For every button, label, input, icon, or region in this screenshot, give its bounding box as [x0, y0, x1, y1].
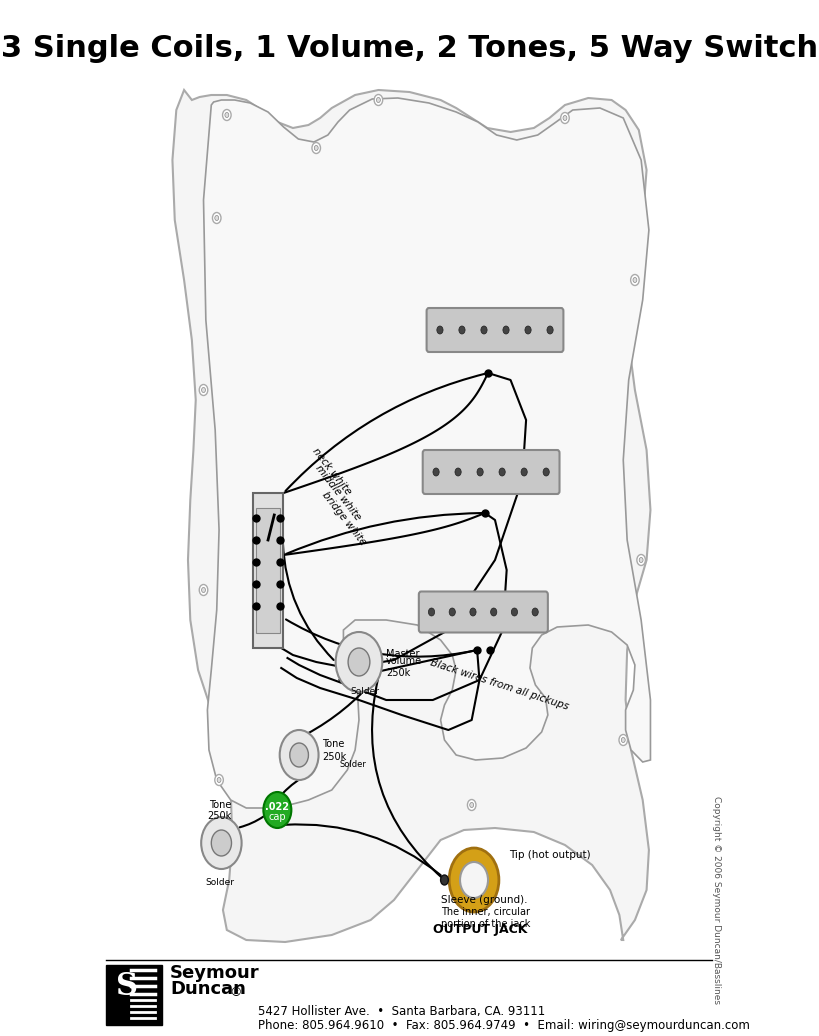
Circle shape — [622, 738, 625, 743]
Circle shape — [290, 743, 309, 767]
Text: neck white: neck white — [310, 447, 353, 497]
Circle shape — [481, 326, 487, 334]
Circle shape — [441, 875, 448, 885]
Circle shape — [215, 775, 224, 785]
Text: cap: cap — [269, 812, 286, 822]
Text: Sleeve (ground).: Sleeve (ground). — [441, 895, 528, 905]
Text: Tone: Tone — [209, 800, 231, 810]
Circle shape — [348, 648, 370, 677]
Text: 3 Single Coils, 1 Volume, 2 Tones, 5 Way Switch: 3 Single Coils, 1 Volume, 2 Tones, 5 Way… — [1, 33, 818, 62]
Circle shape — [199, 584, 208, 596]
Text: Solder: Solder — [351, 687, 380, 696]
Circle shape — [201, 587, 206, 593]
Text: bridge white: bridge white — [320, 490, 369, 547]
Circle shape — [212, 212, 221, 224]
Text: Copyright © 2006 Seymour Duncan/Basslines: Copyright © 2006 Seymour Duncan/Bassline… — [712, 796, 721, 1004]
Text: Phone: 805.964.9610  •  Fax: 805.964.9749  •  Email: wiring@seymourduncan.com: Phone: 805.964.9610 • Fax: 805.964.9749 … — [258, 1019, 750, 1033]
Circle shape — [563, 115, 567, 120]
Text: Tip (hot output): Tip (hot output) — [509, 850, 590, 860]
Text: 5427 Hollister Ave.  •  Santa Barbara, CA. 93111: 5427 Hollister Ave. • Santa Barbara, CA.… — [258, 1006, 545, 1018]
Circle shape — [280, 730, 319, 780]
Text: OUTPUT JACK: OUTPUT JACK — [433, 923, 527, 937]
Circle shape — [374, 94, 382, 106]
FancyBboxPatch shape — [419, 592, 548, 633]
Text: Seymour: Seymour — [170, 965, 260, 982]
Text: Black wires from all pickups: Black wires from all pickups — [429, 658, 570, 712]
Circle shape — [377, 97, 380, 103]
Circle shape — [561, 113, 569, 123]
Circle shape — [449, 608, 455, 616]
Circle shape — [470, 608, 476, 616]
Circle shape — [336, 632, 382, 692]
Circle shape — [225, 113, 229, 117]
Circle shape — [521, 468, 527, 476]
Circle shape — [547, 326, 553, 334]
Text: Tone: Tone — [323, 739, 345, 749]
Circle shape — [264, 792, 292, 828]
Text: 250k: 250k — [323, 752, 346, 762]
Circle shape — [460, 862, 488, 898]
PathPatch shape — [173, 90, 650, 942]
Circle shape — [543, 468, 550, 476]
Circle shape — [201, 387, 206, 393]
Text: S: S — [115, 971, 138, 1002]
Circle shape — [468, 800, 476, 810]
PathPatch shape — [203, 98, 650, 808]
Circle shape — [503, 326, 509, 334]
Circle shape — [428, 608, 435, 616]
Text: ®: ® — [229, 986, 242, 999]
Text: volume
250k: volume 250k — [387, 656, 423, 678]
Text: middle white: middle white — [314, 463, 363, 522]
Circle shape — [449, 848, 499, 912]
FancyBboxPatch shape — [423, 450, 559, 494]
Circle shape — [217, 777, 221, 782]
Circle shape — [499, 468, 505, 476]
Circle shape — [525, 326, 532, 334]
Circle shape — [511, 608, 518, 616]
Circle shape — [211, 830, 232, 856]
Text: portion of the jack: portion of the jack — [441, 919, 531, 929]
Circle shape — [470, 803, 473, 807]
Bar — [256, 508, 280, 633]
Circle shape — [314, 145, 318, 150]
Circle shape — [491, 608, 497, 616]
Circle shape — [631, 275, 639, 286]
Text: 250k: 250k — [208, 811, 232, 821]
Circle shape — [455, 468, 461, 476]
Text: Duncan: Duncan — [170, 980, 246, 998]
Circle shape — [639, 557, 643, 563]
Circle shape — [637, 554, 645, 566]
Circle shape — [223, 110, 231, 120]
Text: Solder: Solder — [340, 760, 366, 769]
Circle shape — [312, 143, 320, 153]
Bar — [106, 965, 162, 1025]
Circle shape — [215, 215, 219, 221]
Text: Master: Master — [387, 649, 419, 659]
Circle shape — [532, 608, 538, 616]
Circle shape — [201, 817, 242, 869]
Circle shape — [619, 735, 627, 746]
Text: Solder: Solder — [206, 877, 234, 887]
FancyBboxPatch shape — [427, 308, 563, 352]
Circle shape — [199, 384, 208, 396]
Circle shape — [433, 468, 439, 476]
Bar — [253, 492, 283, 648]
Circle shape — [633, 278, 637, 283]
Circle shape — [459, 326, 465, 334]
Text: The inner, circular: The inner, circular — [441, 906, 531, 917]
Text: .022: .022 — [265, 802, 289, 812]
Circle shape — [477, 468, 483, 476]
Circle shape — [437, 326, 443, 334]
